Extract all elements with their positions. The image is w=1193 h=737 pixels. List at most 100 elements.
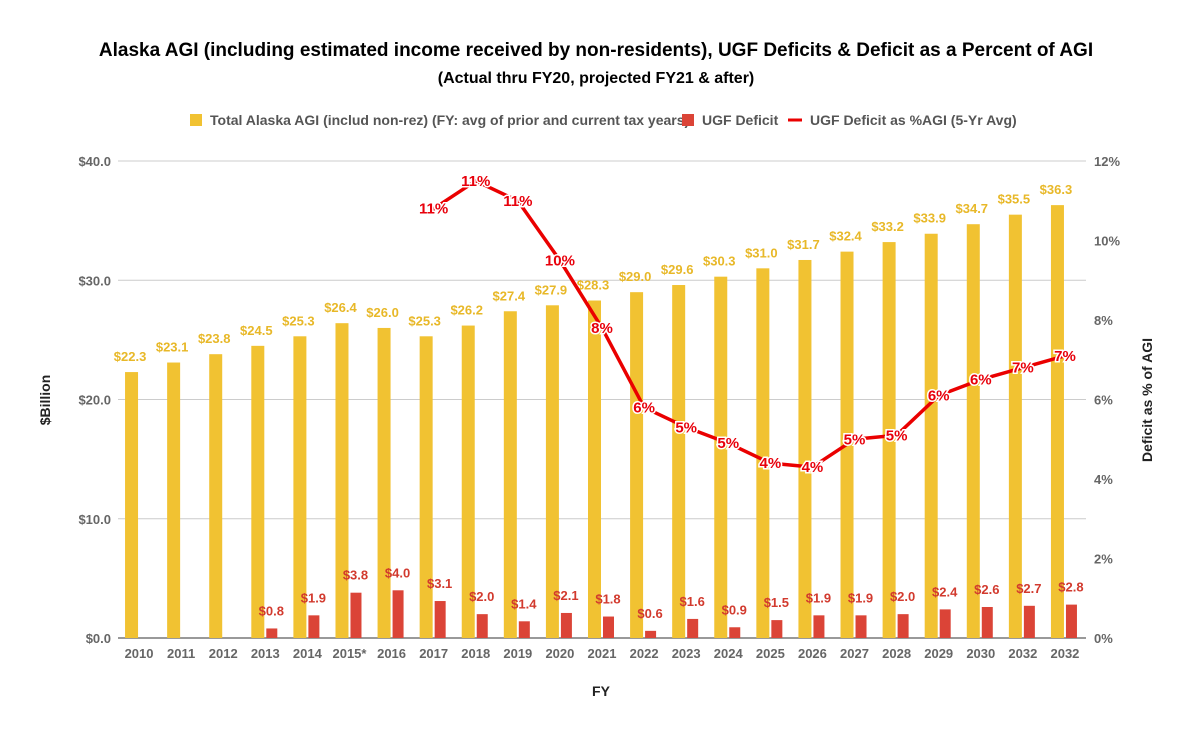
pct-point	[473, 178, 478, 183]
deficit-data-label: $3.8	[343, 568, 368, 583]
agi-data-label: $33.9	[913, 211, 946, 226]
y2-axis-title: Deficit as % of AGI	[1139, 338, 1155, 462]
agi-bar	[1008, 214, 1022, 638]
deficit-data-label: $2.1	[553, 588, 578, 603]
agi-data-label: $23.1	[156, 340, 189, 355]
agi-data-label: $26.2	[450, 303, 483, 318]
agi-bar	[714, 276, 728, 638]
x-tick-label: 2012	[209, 646, 238, 661]
deficit-bar	[939, 609, 951, 638]
deficit-bar	[1065, 604, 1077, 638]
x-tick-label: 2026	[798, 646, 827, 661]
x-tick-label: 2027	[840, 646, 869, 661]
agi-bar	[588, 300, 601, 638]
deficit-data-label: $1.8	[595, 592, 620, 607]
x-tick-label: 2015*	[332, 646, 367, 661]
agi-bar	[419, 336, 433, 638]
agi-bar	[924, 233, 938, 638]
deficit-data-label: $1.5	[764, 595, 789, 610]
deficit-data-label: $0.6	[637, 606, 662, 621]
x-tick-label: 2020	[545, 646, 574, 661]
pct-line	[431, 179, 1067, 469]
deficit-bar	[476, 614, 488, 638]
pct-data-label: 5%	[886, 427, 908, 444]
deficit-bar	[560, 612, 572, 638]
pct-line-layer: 11% 11% 11% 10% 8% 6% 5% 5% 4% 4% 5% 5% 6% 6% 7% 7%	[418, 171, 1078, 477]
agi-data-label: $30.3	[703, 254, 736, 269]
deficit-data-label: $1.9	[806, 590, 831, 605]
agi-data-label: $24.5	[240, 323, 273, 338]
pct-point	[642, 405, 647, 410]
gridlines	[118, 160, 1086, 639]
pct-data-label: 8%	[591, 320, 613, 337]
agi-bar	[966, 224, 980, 638]
x-tick-label: 2032	[1050, 646, 1079, 661]
pct-point	[894, 433, 899, 438]
x-tick-label: 2023	[672, 646, 701, 661]
y-tick-label: $0.0	[86, 631, 111, 646]
pct-data-label: 11%	[503, 193, 532, 210]
agi-bar	[756, 268, 770, 638]
agi-data-label: $32.4	[829, 229, 862, 244]
pct-data-label: 6%	[928, 388, 950, 405]
deficit-bar	[729, 627, 741, 638]
agi-data-label: $28.3	[577, 278, 610, 293]
y-tick-label: $30.0	[78, 273, 111, 288]
agi-data-label: $29.6	[661, 262, 694, 277]
y-axis-title: $Billion	[37, 375, 53, 426]
deficit-data-label: $0.9	[722, 602, 747, 617]
chart-title: Alaska AGI (including estimated income r…	[99, 40, 1093, 61]
agi-bar	[1050, 205, 1064, 638]
deficit-data-label: $2.4	[932, 584, 958, 599]
legend-label-pct: UGF Deficit as %AGI (5-Yr Avg)	[810, 112, 1017, 128]
x-tick-label: 2024	[714, 646, 744, 661]
deficit-bar	[645, 630, 657, 638]
pct-point	[515, 198, 520, 203]
agi-bar	[335, 323, 349, 638]
deficit-bar	[1023, 605, 1035, 638]
agi-data-label: $26.4	[324, 300, 357, 315]
agi-bar	[209, 354, 223, 638]
y2-tick-label: 10%	[1094, 234, 1120, 249]
x-tick-label: 2030	[966, 646, 995, 661]
deficit-bar	[981, 606, 993, 638]
agi-bar	[882, 242, 896, 638]
agi-data-label: $33.2	[871, 219, 904, 234]
deficit-bar	[518, 621, 530, 638]
x-tick-label: 2014	[293, 646, 323, 661]
agi-data-label: $29.0	[619, 269, 652, 284]
pct-point	[600, 325, 604, 330]
pct-data-label: 5%	[675, 419, 697, 436]
pct-data-label: 5%	[844, 431, 866, 448]
deficit-data-label: $0.8	[259, 603, 284, 618]
agi-data-label: $31.0	[745, 245, 778, 260]
agi-data-label: $25.3	[282, 313, 315, 328]
x-tick-label: 2021	[588, 646, 617, 661]
agi-data-label: $23.8	[198, 331, 231, 346]
deficit-data-label: $1.9	[301, 590, 326, 605]
pct-point	[1020, 365, 1025, 370]
y2-tick-label: 12%	[1094, 154, 1120, 169]
x-tick-label: 2032	[1008, 646, 1037, 661]
agi-bar	[293, 336, 307, 638]
agi-bar	[798, 259, 812, 638]
x-tick-label: 2011	[167, 646, 195, 661]
pct-point	[557, 258, 562, 263]
right-axis-ticks: 0% 2% 4% 6% 8% 10% 12%	[1094, 154, 1120, 646]
pct-data-label: 6%	[633, 399, 655, 416]
deficit-data-label: $1.4	[511, 596, 537, 611]
legend-swatch-agi	[190, 114, 202, 126]
pct-data-label: 11%	[461, 173, 490, 190]
pct-data-label: 10%	[545, 252, 575, 269]
deficit-bar	[687, 618, 699, 638]
bar-labels: $22.3 $23.1 $23.8 $24.5 $0.8 $25.3 $1.9 $26.4 $3…	[114, 182, 1084, 621]
agi-data-label: $27.4	[493, 288, 526, 303]
deficit-bar	[897, 614, 909, 638]
chart-subtitle: (Actual thru FY20, projected FY21 & afte…	[438, 70, 755, 87]
x-tick-label: 2029	[924, 646, 953, 661]
agi-bar	[377, 327, 391, 638]
agi-data-label: $26.0	[366, 305, 399, 320]
pct-data-label: 4%	[760, 455, 782, 472]
deficit-bar	[350, 592, 362, 638]
